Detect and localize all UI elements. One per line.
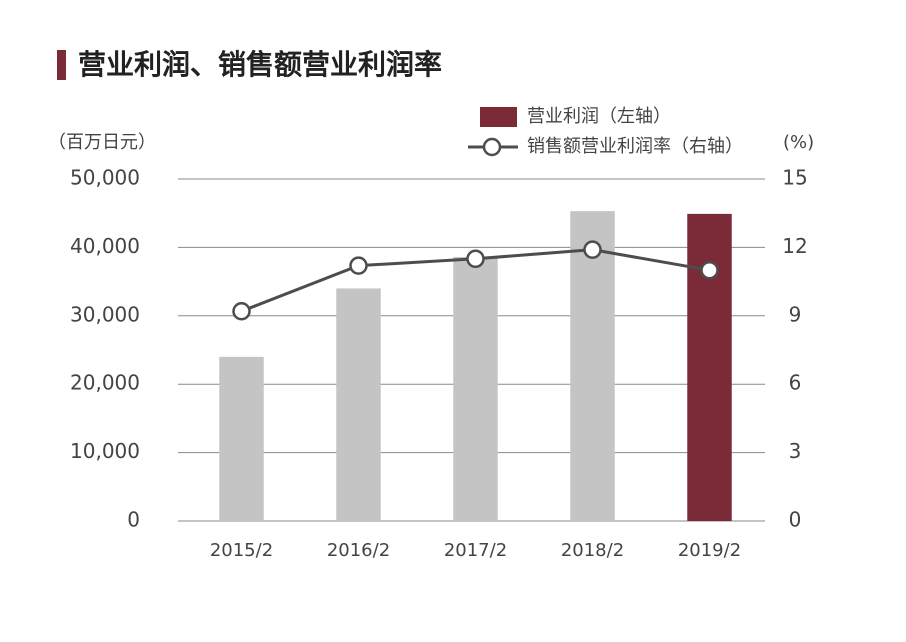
y2-tick-label: 12 xyxy=(782,234,807,258)
y-tick-label: 10,000 xyxy=(70,439,140,463)
line-point xyxy=(700,260,719,280)
y-tick-label: 50,000 xyxy=(70,166,140,190)
y-axis-label: （百万日元） xyxy=(48,132,156,153)
bar xyxy=(570,211,615,521)
y2-tick-label: 9 xyxy=(789,302,802,326)
y-tick-label: 40,000 xyxy=(70,234,140,258)
y-tick-label: 0 xyxy=(127,508,140,532)
legend-label: 营业利润（左轴） xyxy=(527,106,671,127)
bar xyxy=(336,288,381,521)
x-tick-label: 2017/2 xyxy=(444,540,507,561)
y2-tick-label: 3 xyxy=(789,439,802,463)
x-tick-label: 2018/2 xyxy=(561,540,624,561)
line-point xyxy=(232,301,251,321)
y2-tick-label: 15 xyxy=(782,166,807,190)
legend-label: 销售额营业利润率（右轴） xyxy=(527,136,743,157)
bar xyxy=(219,356,264,521)
y2-axis-label: (%) xyxy=(783,132,814,153)
chart-title: 营业利润、销售额营业利润率 xyxy=(78,48,442,81)
line-point xyxy=(466,249,485,269)
legend-marker xyxy=(482,137,502,157)
bar xyxy=(453,256,498,521)
y-tick-label: 30,000 xyxy=(70,302,140,326)
x-tick-label: 2016/2 xyxy=(327,540,390,561)
y2-tick-label: 6 xyxy=(789,371,802,395)
x-tick-label: 2019/2 xyxy=(678,540,741,561)
y2-tick-label: 0 xyxy=(789,508,802,532)
bar xyxy=(687,213,732,521)
title-marker xyxy=(57,50,66,80)
line-point xyxy=(349,256,368,275)
line-point xyxy=(583,240,602,259)
x-tick-label: 2015/2 xyxy=(210,540,273,561)
y-tick-label: 20,000 xyxy=(70,371,140,395)
legend-swatch xyxy=(480,107,517,127)
